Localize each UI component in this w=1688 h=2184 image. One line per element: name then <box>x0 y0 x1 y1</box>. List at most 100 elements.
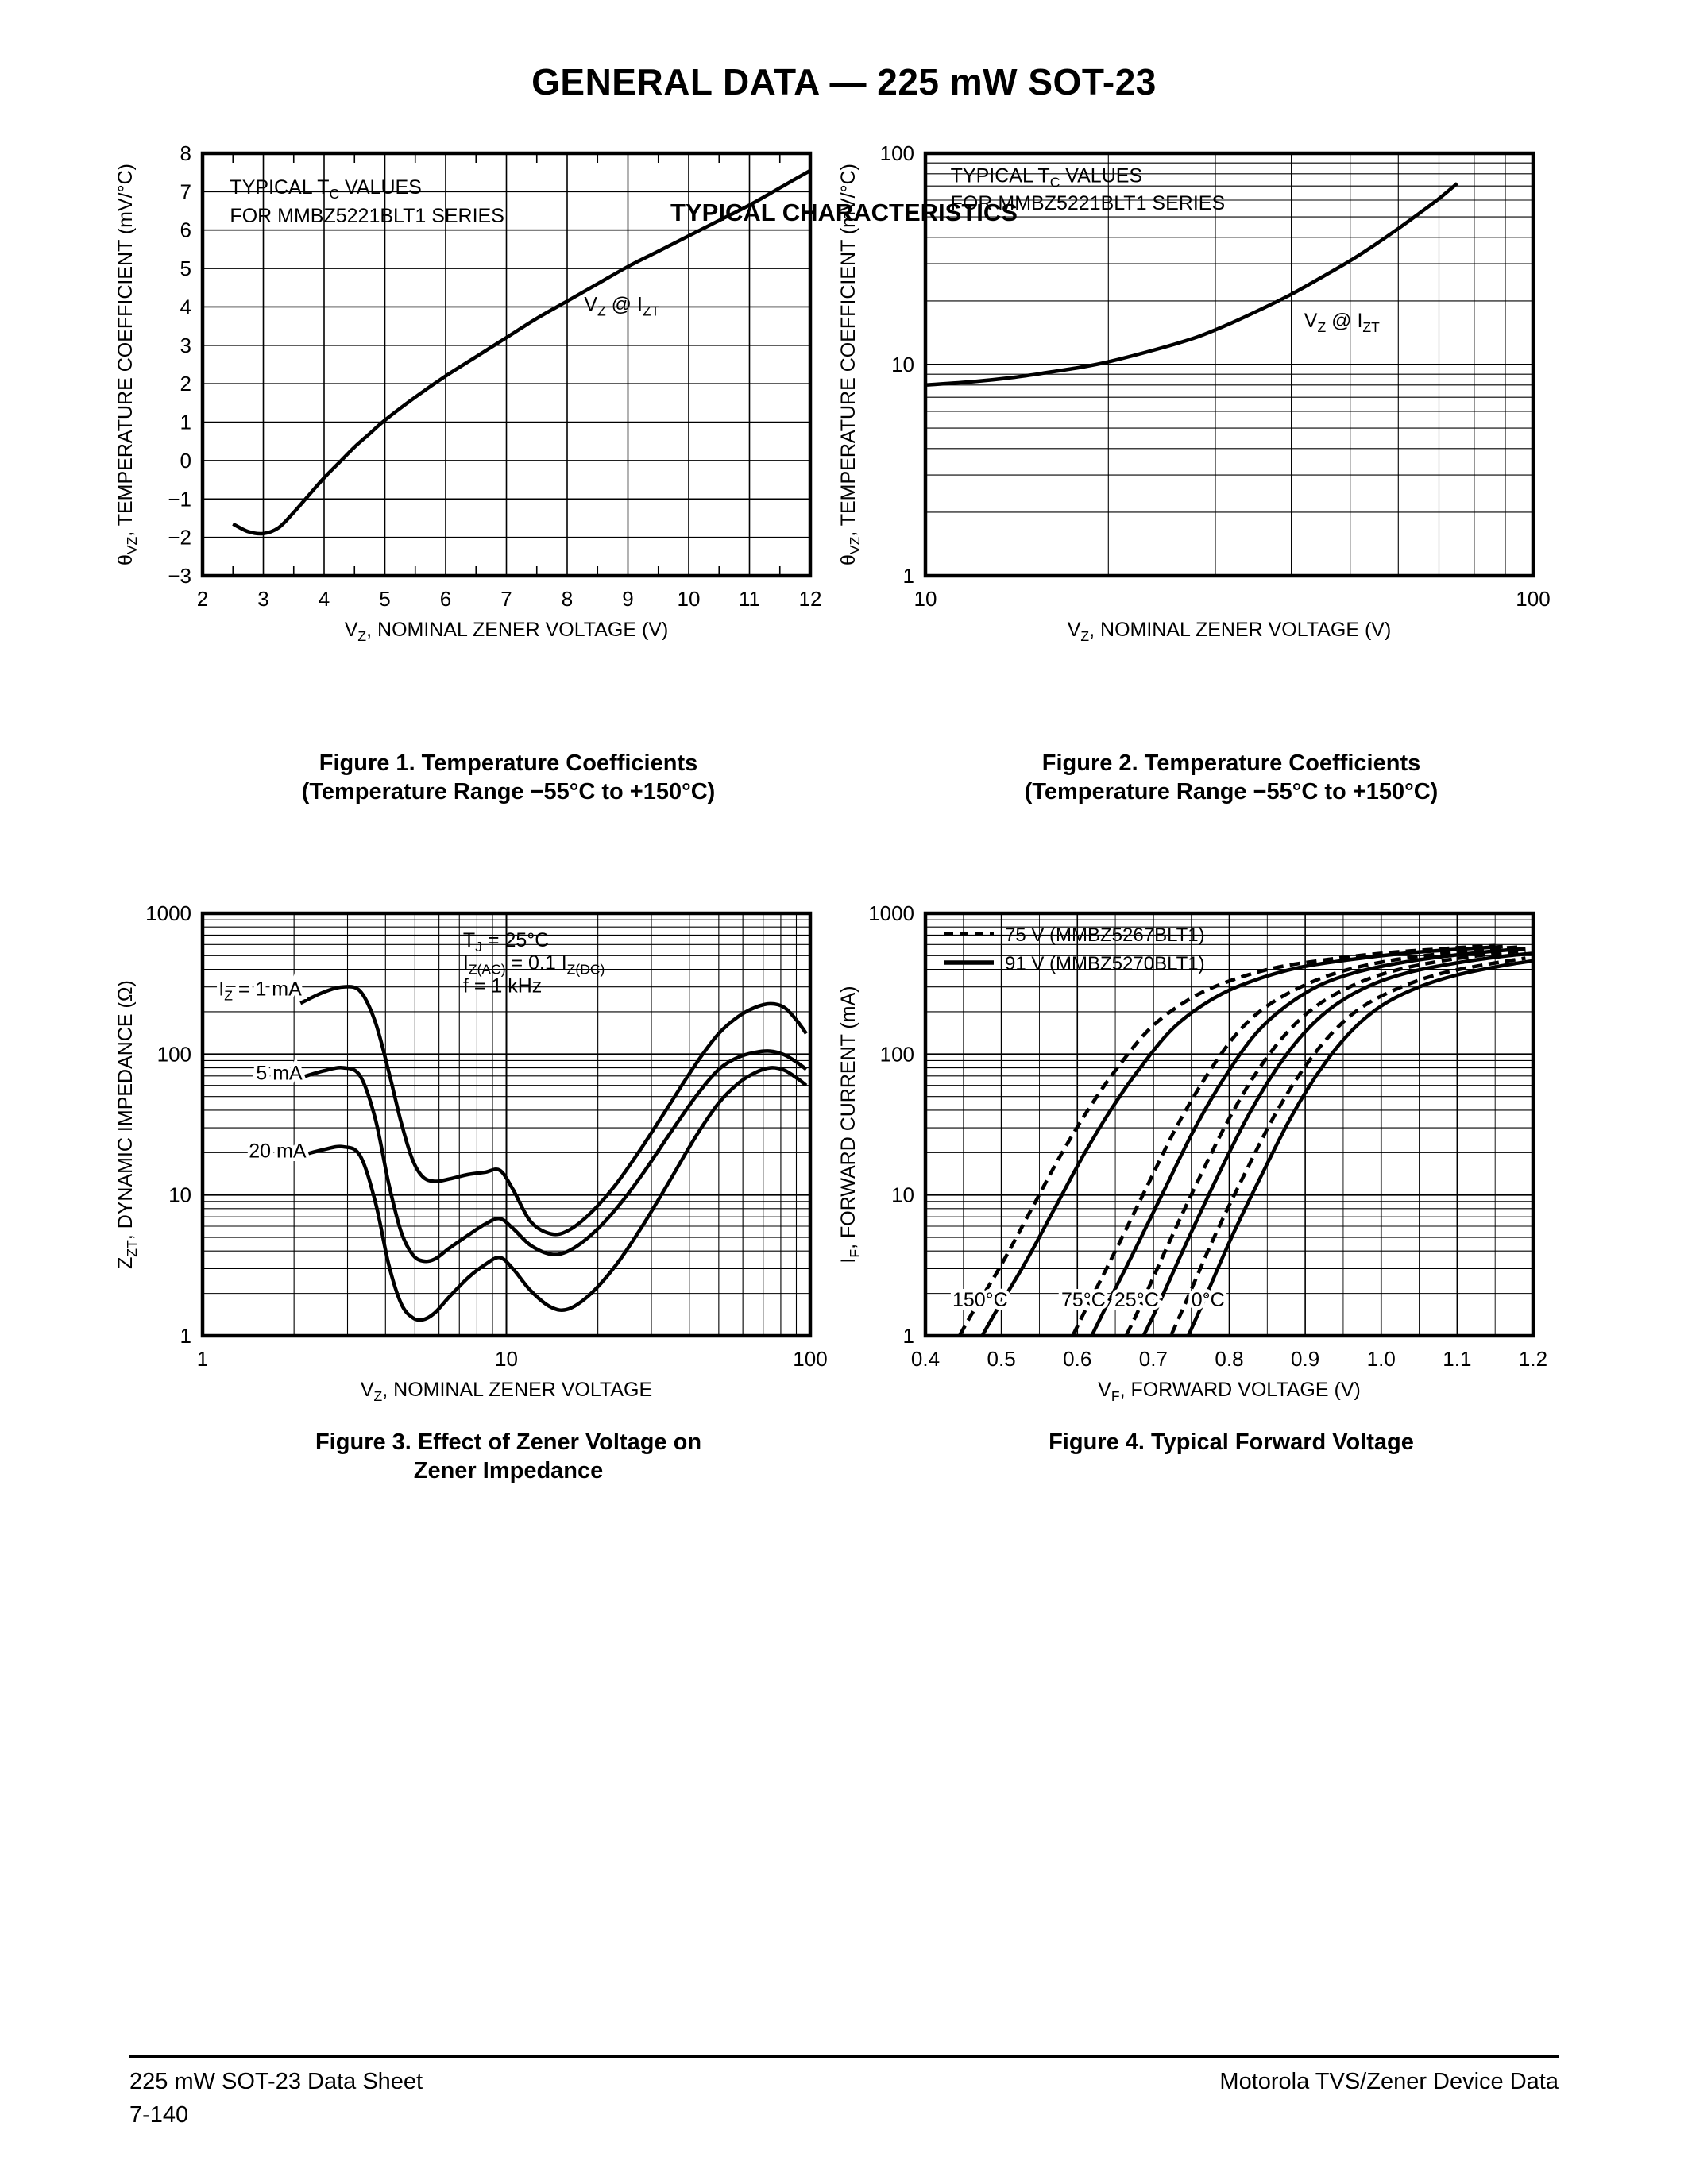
svg-text:1: 1 <box>903 1324 914 1348</box>
fig4-curve-0c-91v <box>1186 959 1533 1336</box>
fig2-frame <box>923 151 1535 578</box>
figure-2-caption-line1: Figure 2. Temperature Coefficients <box>1041 751 1421 776</box>
figure-4-caption: Figure 4. Typical Forward Voltage <box>898 1428 1565 1457</box>
svg-text:6: 6 <box>440 587 451 611</box>
footer-brand: Motorola TVS/Zener Device Data <box>1219 2069 1559 2094</box>
fig4-annotation: 150°C <box>952 1289 1008 1311</box>
svg-text:75 V (MMBZ5267BLT1): 75 V (MMBZ5267BLT1) <box>1005 924 1205 946</box>
fig4-curve-150c-91v <box>979 944 1503 1336</box>
figure-1-caption-line1: Figure 1. Temperature Coefficients <box>319 751 698 776</box>
svg-text:10: 10 <box>891 1183 914 1207</box>
fig2-grid <box>925 152 1534 577</box>
figure-1-caption-line2: (Temperature Range −55°C to +150°C) <box>301 779 716 805</box>
fig4-xlabel: VF, FORWARD VOLTAGE (V) <box>1098 1379 1361 1404</box>
fig4-tick-labels: 0.4 0.5 0.6 0.7 0.8 0.9 1.0 1.1 1.2 1 10 100 1000 <box>868 901 1547 1371</box>
figure-1: 2 3 4 5 6 7 8 9 10 11 12 −3 −2 −1 0 1 2 3 4 5 6 7 8 VZ, NOMINAL… <box>103 131 842 807</box>
page-title: GENERAL DATA — 225 mW SOT-23 <box>531 61 1157 102</box>
svg-text:3: 3 <box>257 587 268 611</box>
fig1-annotation: VZ @ IZT <box>584 293 659 318</box>
fig4-curve-75c-75v <box>1070 945 1519 1336</box>
svg-text:1: 1 <box>180 1324 191 1348</box>
fig3-annotation: f = 1 kHz <box>463 974 542 997</box>
fig4-annotation: 0°C <box>1192 1289 1225 1311</box>
fig3-annotation: TJ = 25°C <box>463 929 549 955</box>
fig4-curve-25c-75v <box>1124 948 1526 1336</box>
fig3-ylabel: ZZT, DYNAMIC IMPEDANCE (Ω) <box>114 980 140 1269</box>
svg-text:4: 4 <box>180 295 191 318</box>
fig2-xlabel: VZ, NOMINAL ZENER VOLTAGE (V) <box>1068 619 1392 644</box>
svg-text:1.1: 1.1 <box>1443 1347 1471 1371</box>
svg-text:−1: −1 <box>168 487 191 511</box>
svg-text:100: 100 <box>157 1042 191 1066</box>
svg-text:1000: 1000 <box>145 901 191 925</box>
figure-3-caption-line1: Figure 3. Effect of Zener Voltage on <box>315 1430 702 1455</box>
svg-text:0.9: 0.9 <box>1291 1347 1319 1371</box>
fig4-grid <box>925 913 1534 1337</box>
svg-text:10: 10 <box>168 1183 191 1207</box>
fig3-curve-iz-1ma <box>299 985 808 1237</box>
footer-rule <box>129 2055 1559 2058</box>
svg-text:4: 4 <box>319 587 330 611</box>
figure-2-caption-line2: (Temperature Range −55°C to +150°C) <box>1024 779 1439 805</box>
svg-text:9: 9 <box>622 587 633 611</box>
fig4-ylabel: IF, FORWARD CURRENT (mA) <box>837 986 863 1263</box>
fig1-ylabel: θVZ, TEMPERATURE COEFFICIENT (mV/°C) <box>114 164 140 565</box>
fig3-curve-iz-20ma <box>299 1066 808 1322</box>
figure-3: 1 10 100 1 10 100 1000 VZ, NOMINAL ZENER VOLTAG… <box>103 891 842 1486</box>
fig3-tick-labels: 1 10 100 1 10 100 1000 <box>145 901 828 1371</box>
fig2-curve-temperature-coefficient <box>925 182 1458 388</box>
fig2-annotation: FOR MMBZ5221BLT1 SERIES <box>951 192 1225 214</box>
figure-2-chart: 10 100 1 10 100 VZ, NOMINAL ZENER VOLTAGE (V)… <box>826 131 1565 655</box>
figure-4: 0.4 0.5 0.6 0.7 0.8 0.9 1.0 1.1 1.2 1 10 100 1000 VF,… <box>826 891 1565 1457</box>
svg-text:10: 10 <box>678 587 701 611</box>
figure-1-caption: Figure 1. Temperature Coefficients (Temp… <box>175 749 842 807</box>
fig4-curve-75c-91v <box>1089 947 1526 1336</box>
fig4-legend: 75 V (MMBZ5267BLT1) 91 V (MMBZ5270BLT1) <box>944 924 1205 974</box>
fig1-annotation: FOR MMBZ5221BLT1 SERIES <box>230 205 504 227</box>
fig4-curve-0c-75v <box>1168 956 1526 1336</box>
svg-text:7: 7 <box>500 587 512 611</box>
svg-text:6: 6 <box>180 218 191 242</box>
svg-text:100: 100 <box>880 1042 914 1066</box>
svg-text:1000: 1000 <box>868 901 914 925</box>
svg-text:10: 10 <box>495 1347 518 1371</box>
fig1-frame <box>200 151 813 578</box>
svg-text:1: 1 <box>180 411 191 434</box>
svg-text:100: 100 <box>793 1347 827 1371</box>
fig1-annotation: TYPICAL TC VALUES <box>230 176 421 202</box>
figure-4-caption-line1: Figure 4. Typical Forward Voltage <box>1049 1430 1414 1455</box>
fig4-curve-25c-91v <box>1141 951 1533 1336</box>
fig1-curve-temperature-coefficient <box>232 168 810 536</box>
figure-2: 10 100 1 10 100 VZ, NOMINAL ZENER VOLTAGE (V)… <box>826 131 1565 807</box>
fig1-xlabel: VZ, NOMINAL ZENER VOLTAGE (V) <box>345 619 669 644</box>
fig2-annotation: VZ @ IZT <box>1304 310 1380 335</box>
svg-text:5: 5 <box>379 587 390 611</box>
fig2-ylabel: θVZ, TEMPERATURE COEFFICIENT (mV/°C) <box>837 164 863 565</box>
svg-text:0.7: 0.7 <box>1139 1347 1168 1371</box>
figure-3-chart: 1 10 100 1 10 100 1000 VZ, NOMINAL ZENER VOLTAG… <box>103 891 842 1415</box>
fig3-annotation: 20 mA <box>249 1140 307 1162</box>
footer-page-number: 7-140 <box>129 2102 189 2128</box>
footer-row: 225 mW SOT-23 Data Sheet 7-140 Motorola … <box>129 2069 1559 2136</box>
svg-text:1.2: 1.2 <box>1519 1347 1547 1371</box>
svg-text:0.8: 0.8 <box>1215 1347 1243 1371</box>
section-title: TYPICAL CHARACTERISTICS <box>670 199 1018 226</box>
fig4-annotation: 75°C <box>1061 1289 1106 1311</box>
fig3-curve-iz-5ma <box>299 1049 808 1264</box>
fig4-curve-150c-75v <box>957 943 1496 1336</box>
figure-2-caption: Figure 2. Temperature Coefficients (Temp… <box>898 749 1565 807</box>
svg-text:8: 8 <box>562 587 573 611</box>
svg-text:0.5: 0.5 <box>987 1347 1016 1371</box>
svg-text:1: 1 <box>197 1347 208 1371</box>
svg-text:100: 100 <box>1516 587 1550 611</box>
svg-text:8: 8 <box>180 141 191 165</box>
svg-text:5: 5 <box>180 257 191 280</box>
figure-1-chart: 2 3 4 5 6 7 8 9 10 11 12 −3 −2 −1 0 1 2 3 4 5 6 7 8 VZ, NOMINAL… <box>103 131 842 655</box>
figure-3-caption: Figure 3. Effect of Zener Voltage on Zen… <box>175 1428 842 1486</box>
svg-text:1.0: 1.0 <box>1367 1347 1396 1371</box>
figure-4-chart: 0.4 0.5 0.6 0.7 0.8 0.9 1.0 1.1 1.2 1 10 100 1000 VF,… <box>826 891 1565 1415</box>
fig3-xlabel: VZ, NOMINAL ZENER VOLTAGE <box>361 1379 652 1404</box>
